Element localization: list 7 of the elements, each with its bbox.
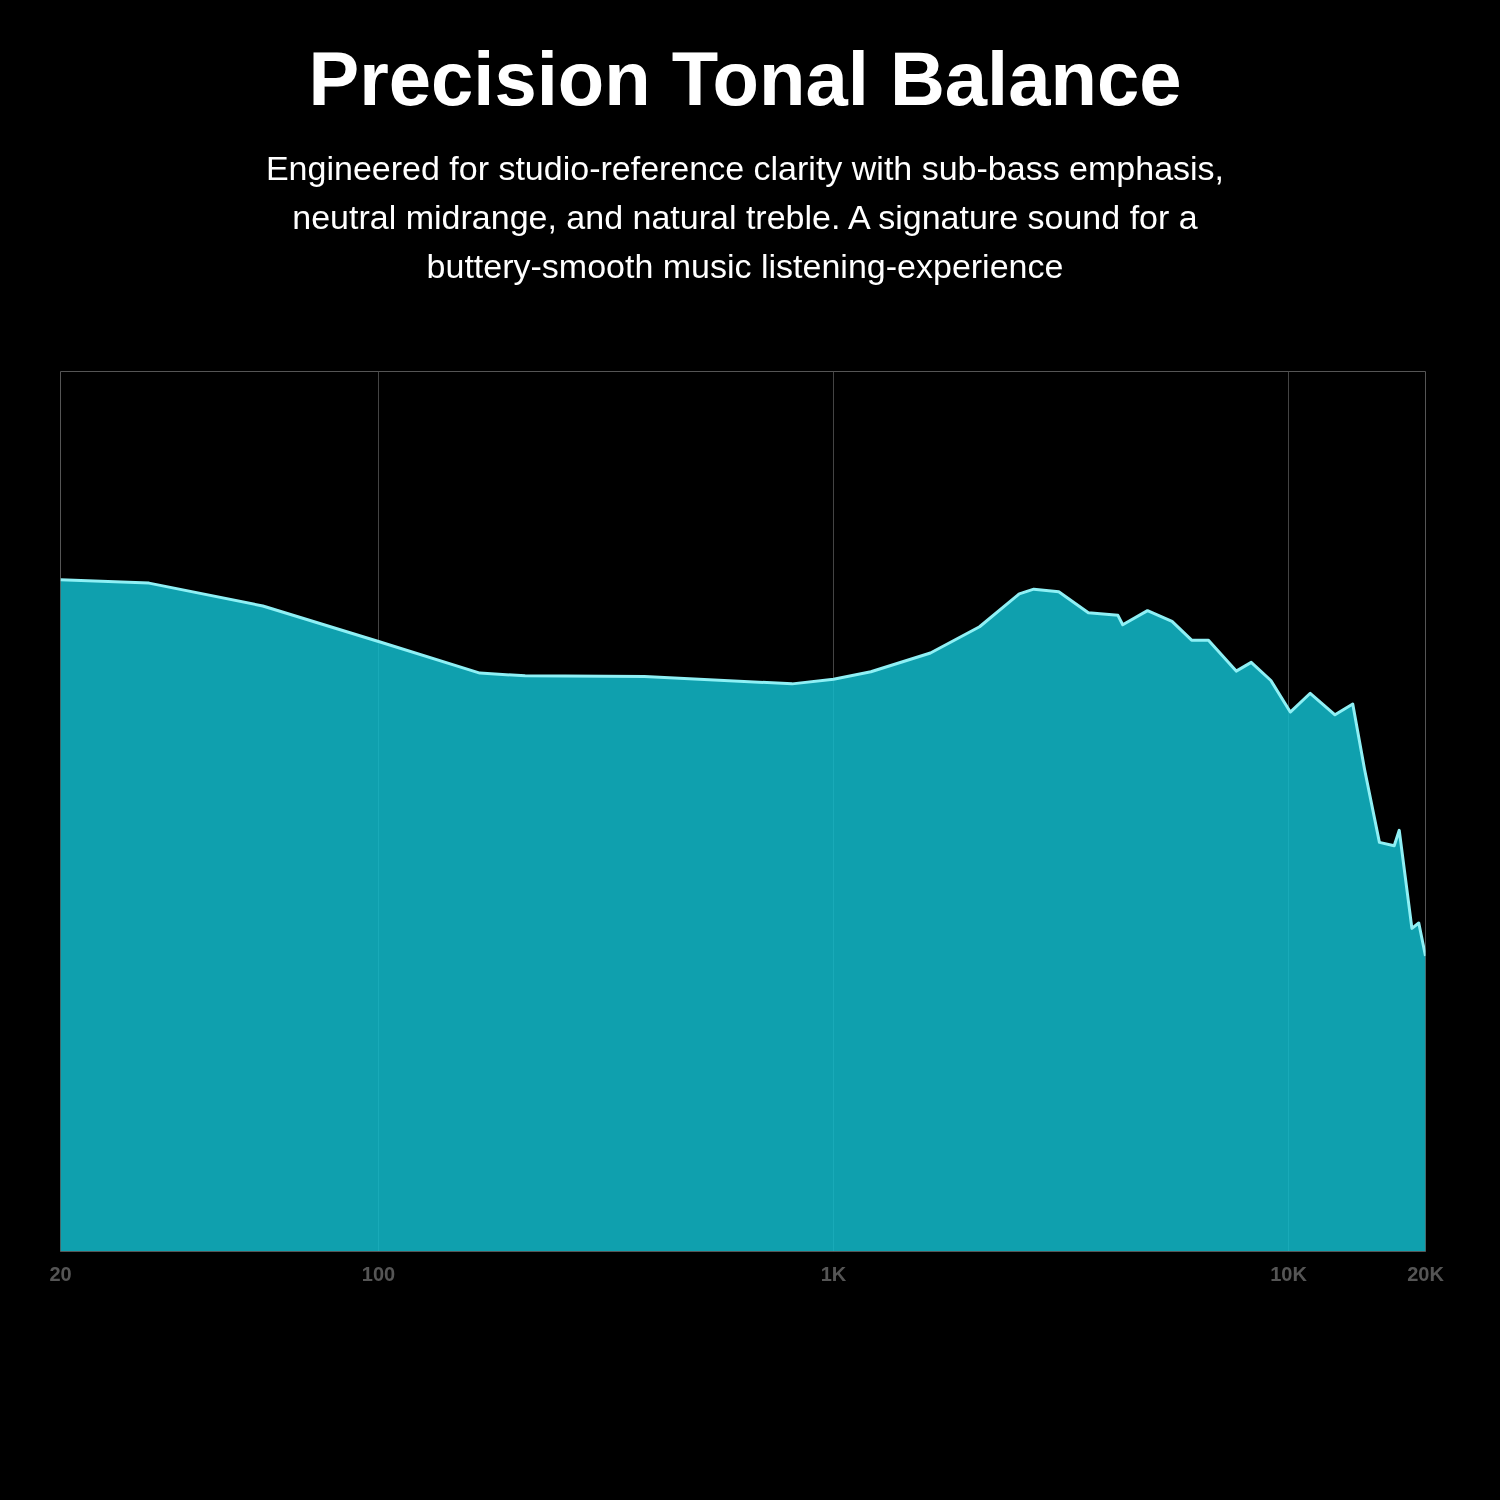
x-tick-label: 20: [49, 1262, 72, 1285]
x-tick-label: 1K: [820, 1262, 847, 1285]
x-tick-label: 100: [361, 1262, 396, 1285]
x-tick-label: 10K: [1270, 1262, 1308, 1285]
chart-subtitle: Engineered for studio-reference clarity with sub-bass emphasis, neutral midrange, and natural treble. A signature sound for a buttery-smooth music listening-experience: [265, 147, 1225, 288]
x-tick-label: 20K: [1407, 1262, 1445, 1285]
chart-title: Precision Tonal Balance: [308, 35, 1182, 123]
